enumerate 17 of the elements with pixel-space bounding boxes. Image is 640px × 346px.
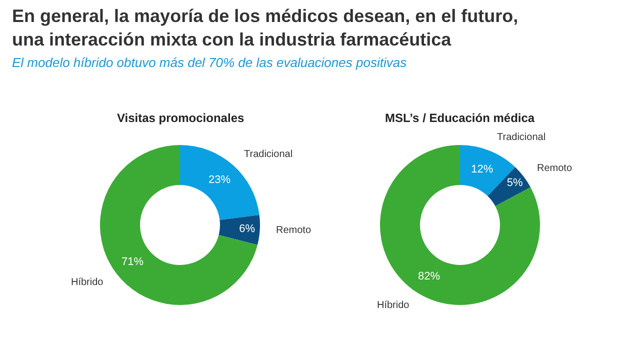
data-label: 12% <box>471 163 494 176</box>
slice-label: Híbrido <box>71 277 104 288</box>
chart-title: MSL’s / Educación médica <box>385 111 535 125</box>
data-label: 23% <box>208 174 231 186</box>
data-label: 82% <box>418 270 440 282</box>
slice-label: Remoto <box>537 163 572 174</box>
data-label: 6% <box>239 223 256 236</box>
slice-label: Tradicional <box>497 132 546 143</box>
chart-title: Visitas promocionales <box>117 111 244 125</box>
text: En general, la mayoría de los médicos desean, en el futuro, una interacción mixta con la industria farmacéutica <box>12 6 518 50</box>
slice-label: Remoto <box>276 225 312 236</box>
slice-label: Tradicional <box>244 149 293 160</box>
data-label: 71% <box>121 256 144 268</box>
data-label: 5% <box>506 177 524 190</box>
donut-slice <box>218 214 260 245</box>
slice-label: Híbrido <box>377 300 410 311</box>
text: El modelo híbrido obtuvo más del 70% de las evaluaciones positivas <box>12 55 408 70</box>
